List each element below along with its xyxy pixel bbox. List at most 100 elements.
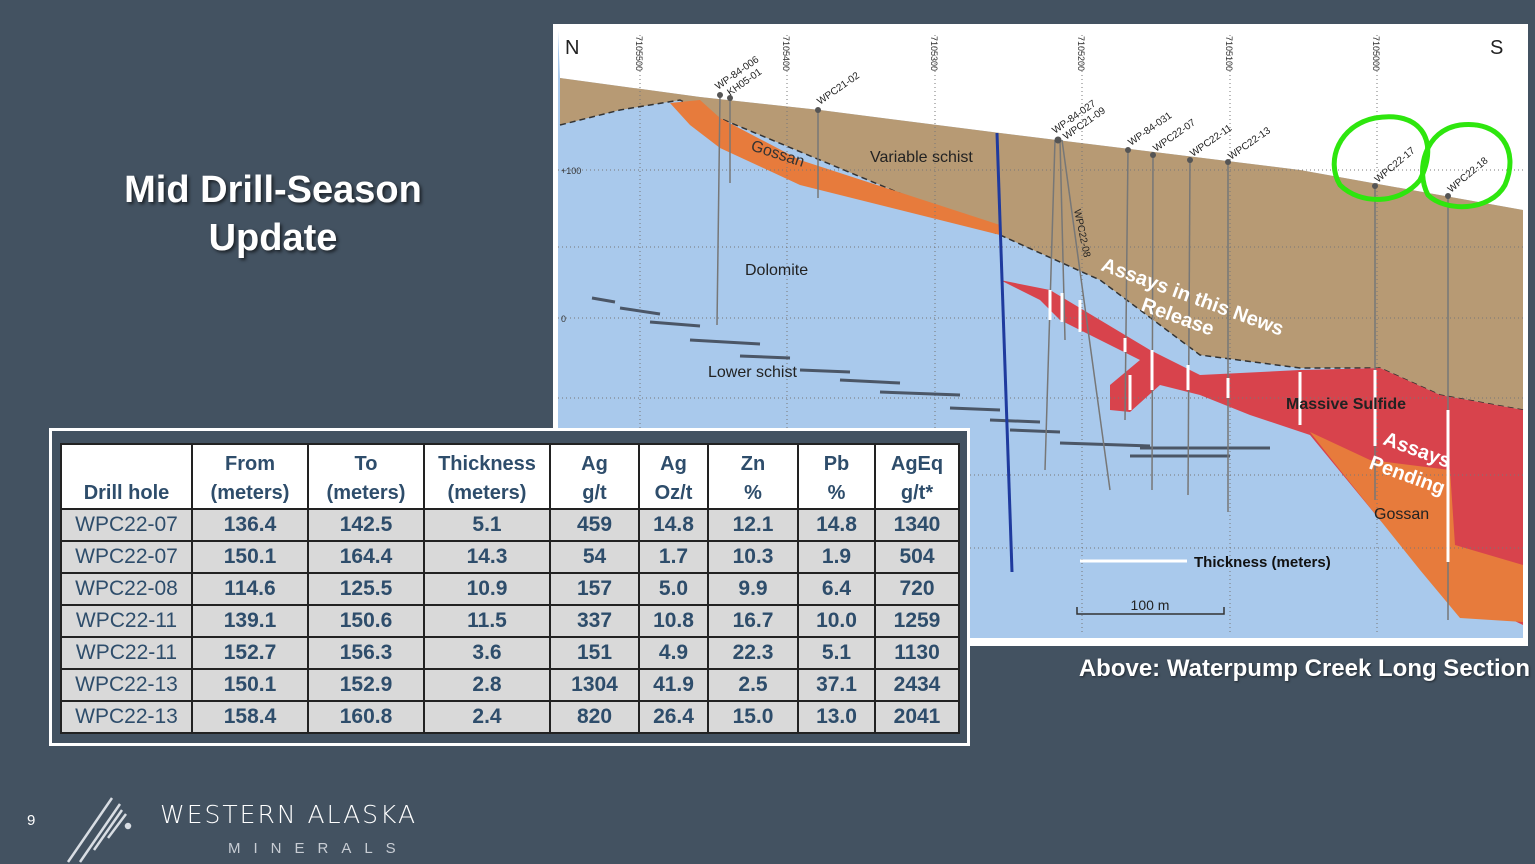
- long-section: N S 7105500 7105400 7105300 7105200 7105…: [553, 24, 1528, 646]
- table-box: Drill hole From (meters) To (meters) Thicknes…: [49, 428, 970, 746]
- collars: [717, 92, 1451, 199]
- table-cell: 114.6: [191, 572, 309, 606]
- table-row: WPC22-07 150.1 164.4 14.3 54 1.7 10.3 1.9 504: [60, 540, 960, 574]
- table-cell: 150.1: [191, 668, 309, 702]
- header-line: (meters): [210, 482, 290, 504]
- table-cell: 2041: [874, 700, 960, 734]
- table-cell: 125.5: [307, 572, 425, 606]
- header-line: Ag: [660, 453, 687, 475]
- table-cell: 152.7: [191, 636, 309, 670]
- compass-south: S: [1490, 37, 1503, 59]
- northing: 7105100: [1224, 36, 1234, 71]
- table-cell: 5.0: [638, 572, 709, 606]
- table-cell: 10.3: [707, 540, 799, 574]
- table-cell: 151: [549, 636, 640, 670]
- northings: 7105500 7105400 7105300 7105200 7105100 …: [634, 36, 1381, 71]
- header-cell: Thickness (meters): [423, 443, 551, 510]
- contact-line: [559, 99, 1524, 411]
- table-cell: 14.8: [797, 508, 876, 542]
- table-cell: 1.7: [638, 540, 709, 574]
- table-cell: WPC22-07: [60, 540, 193, 574]
- unit-label: Dolomite: [745, 262, 808, 279]
- table-row: WPC22-13 150.1 152.9 2.8 1304 41.9 2.5 37.1 2434: [60, 668, 960, 702]
- table-cell: 6.4: [797, 572, 876, 606]
- table-cell: 142.5: [307, 508, 425, 542]
- table-cell: WPC22-07: [60, 508, 193, 542]
- elevation: 0: [561, 314, 566, 324]
- thickness-bars: [1048, 290, 1450, 562]
- header-line: From: [225, 453, 275, 475]
- table-row: WPC22-13 158.4 160.8 2.4 820 26.4 15.0 13.0 2041: [60, 700, 960, 734]
- northing: 7105200: [1076, 36, 1086, 71]
- unit-label: Gossan: [1374, 506, 1429, 523]
- compass: N S: [565, 37, 1503, 59]
- header-line: (meters): [447, 482, 527, 504]
- table-cell: WPC22-13: [60, 668, 193, 702]
- table-cell: 9.9: [707, 572, 799, 606]
- table-cell: 1304: [549, 668, 640, 702]
- header-line: AgEq: [890, 453, 944, 475]
- table-cell: 2.4: [423, 700, 551, 734]
- table-cell: 13.0: [797, 700, 876, 734]
- table-cell: 2.5: [707, 668, 799, 702]
- table-cell: 5.1: [797, 636, 876, 670]
- title-line: Update: [208, 217, 338, 259]
- table-cell: 11.5: [423, 604, 551, 638]
- table-cell: 1130: [874, 636, 960, 670]
- header-cell: Zn%: [707, 443, 799, 510]
- compass-north: N: [565, 37, 579, 59]
- table-cell: 156.3: [307, 636, 425, 670]
- unit-label: Variable schist: [870, 149, 973, 166]
- header-line: Drill hole: [83, 482, 170, 504]
- sky: [558, 30, 1523, 210]
- header-cell: Ag Oz/t: [638, 443, 709, 510]
- header-line: %: [827, 482, 846, 504]
- table-cell: 14.8: [638, 508, 709, 542]
- scale-label: 100 m: [1131, 597, 1170, 613]
- table-cell: 164.4: [307, 540, 425, 574]
- table-cell: 4.9: [638, 636, 709, 670]
- table-cell: 157: [549, 572, 640, 606]
- table-cell: WPC22-11: [60, 604, 193, 638]
- northing: 7105400: [781, 36, 791, 71]
- table-cell: 160.8: [307, 700, 425, 734]
- assay-table: Drill hole From (meters) To (meters) Thicknes…: [60, 443, 960, 734]
- table-cell: 150.6: [307, 604, 425, 638]
- table-cell: 26.4: [638, 700, 709, 734]
- header-cell: Drill hole: [60, 443, 193, 510]
- gossan-lower: [1310, 432, 1523, 622]
- logo: WESTERN ALASKA MINERALS: [66, 797, 417, 863]
- table-row: WPC22-08 114.6 125.5 10.9 157 5.0 9.9 6.4 720: [60, 572, 960, 606]
- table-cell: 158.4: [191, 700, 309, 734]
- header-line: %: [744, 482, 762, 504]
- header-cell: Ag g/t: [549, 443, 640, 510]
- logo-subname: MINERALS: [228, 840, 409, 857]
- northing: 7105300: [929, 36, 939, 71]
- table-cell: 150.1: [191, 540, 309, 574]
- table-cell: 152.9: [307, 668, 425, 702]
- page-number: 9: [27, 812, 36, 829]
- logo-name: WESTERN ALASKA: [160, 800, 417, 829]
- header-cell: Pb%: [797, 443, 876, 510]
- lower-schist: [591, 296, 1270, 458]
- header-line: (meters): [326, 482, 406, 504]
- table-row: WPC22-11 139.1 150.6 11.5 337 10.8 16.7 10.0 125…: [60, 604, 960, 638]
- header-cell: AgEq g/t*: [874, 443, 960, 510]
- northing: 7105500: [634, 36, 644, 71]
- table-cell: 54: [549, 540, 640, 574]
- table-cell: 504: [874, 540, 960, 574]
- logo-mark: [66, 797, 132, 863]
- table-cell: 337: [549, 604, 640, 638]
- header-line: Zn: [740, 453, 766, 475]
- table-row: WPC22-11 152.7 156.3 3.6 151 4.9 22.3 5.1 1130: [60, 636, 960, 670]
- unit-label: Lower schist: [708, 364, 797, 381]
- header-line: Oz/t: [654, 482, 693, 504]
- table-cell: 2.8: [423, 668, 551, 702]
- unit-label: Massive Sulfide: [1286, 396, 1406, 413]
- table-cell: 15.0: [707, 700, 799, 734]
- table-cell: 139.1: [191, 604, 309, 638]
- title-line: Mid Drill-Season: [124, 169, 422, 211]
- elevation: +100: [561, 166, 581, 176]
- header-line: Pb: [823, 453, 850, 475]
